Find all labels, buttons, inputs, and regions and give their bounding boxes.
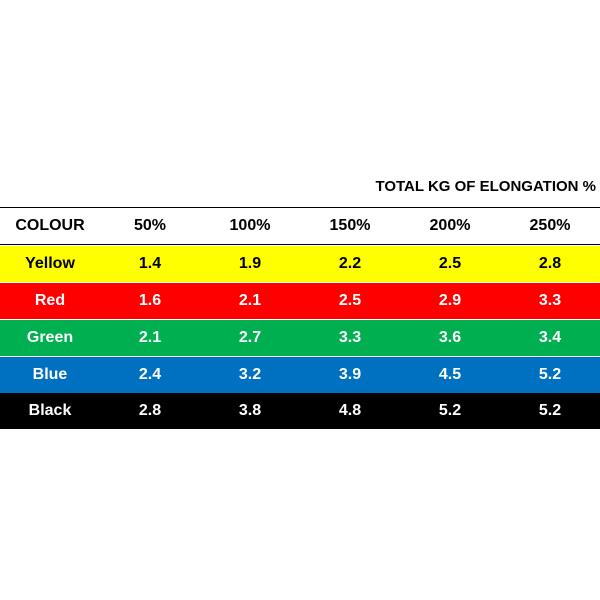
header-cell: 50% — [133, 217, 167, 234]
header-cell: COLOUR — [15, 217, 85, 234]
table-cell: 4.8 — [338, 402, 362, 419]
table-cell: 3.4 — [538, 329, 562, 346]
table-cell: 2.5 — [338, 292, 362, 309]
header-cell: 200% — [429, 217, 471, 234]
table-cell: 2.5 — [438, 255, 462, 272]
table-cell: 1.6 — [138, 292, 162, 309]
table-cell: 3.2 — [238, 366, 262, 383]
header-cell: 150% — [329, 217, 371, 234]
header-cell: 100% — [229, 217, 271, 234]
row-label: Red — [34, 292, 66, 309]
table-cell: 2.1 — [138, 329, 162, 346]
table-cell: 2.8 — [538, 255, 562, 272]
table-cell: 2.7 — [238, 329, 262, 346]
table-cell: 5.2 — [538, 402, 562, 419]
table-title: TOTAL KG OF ELONGATION % — [375, 178, 596, 195]
row-label: Green — [26, 329, 74, 346]
table-cell: 3.3 — [338, 329, 362, 346]
header-row: COLOUR 50% 100% 150% 200% 250% — [0, 208, 600, 244]
table-cell: 4.5 — [438, 366, 462, 383]
header-rule — [0, 244, 600, 245]
table-cell: 3.3 — [538, 292, 562, 309]
table-cell: 3.8 — [238, 402, 262, 419]
table-cell: 5.2 — [538, 366, 562, 383]
table-row: Green 2.1 2.7 3.3 3.6 3.4 — [0, 320, 600, 356]
row-label: Blue — [32, 366, 68, 383]
table-cell: 2.8 — [138, 402, 162, 419]
row-label: Black — [28, 402, 72, 419]
row-label: Yellow — [25, 255, 75, 272]
table-row: Red 1.6 2.1 2.5 2.9 3.3 — [0, 283, 600, 319]
table-cell: 3.6 — [438, 329, 462, 346]
header-cell: 250% — [529, 217, 571, 234]
table-row: Blue 2.4 3.2 3.9 4.5 5.2 — [0, 357, 600, 393]
header-rule — [0, 207, 600, 208]
table-cell: 1.4 — [138, 255, 162, 272]
table-cell: 2.4 — [138, 366, 162, 383]
table-cell: 5.2 — [438, 402, 462, 419]
table-cell: 2.1 — [238, 292, 262, 309]
table-cell: 2.9 — [438, 292, 462, 309]
table-cell: 1.9 — [238, 255, 262, 272]
table-cell: 3.9 — [338, 366, 362, 383]
table-cell: 2.2 — [338, 255, 362, 272]
table-row: Yellow 1.4 1.9 2.2 2.5 2.8 — [0, 246, 600, 282]
table-row: Black 2.8 3.8 4.8 5.2 5.2 — [0, 393, 600, 429]
